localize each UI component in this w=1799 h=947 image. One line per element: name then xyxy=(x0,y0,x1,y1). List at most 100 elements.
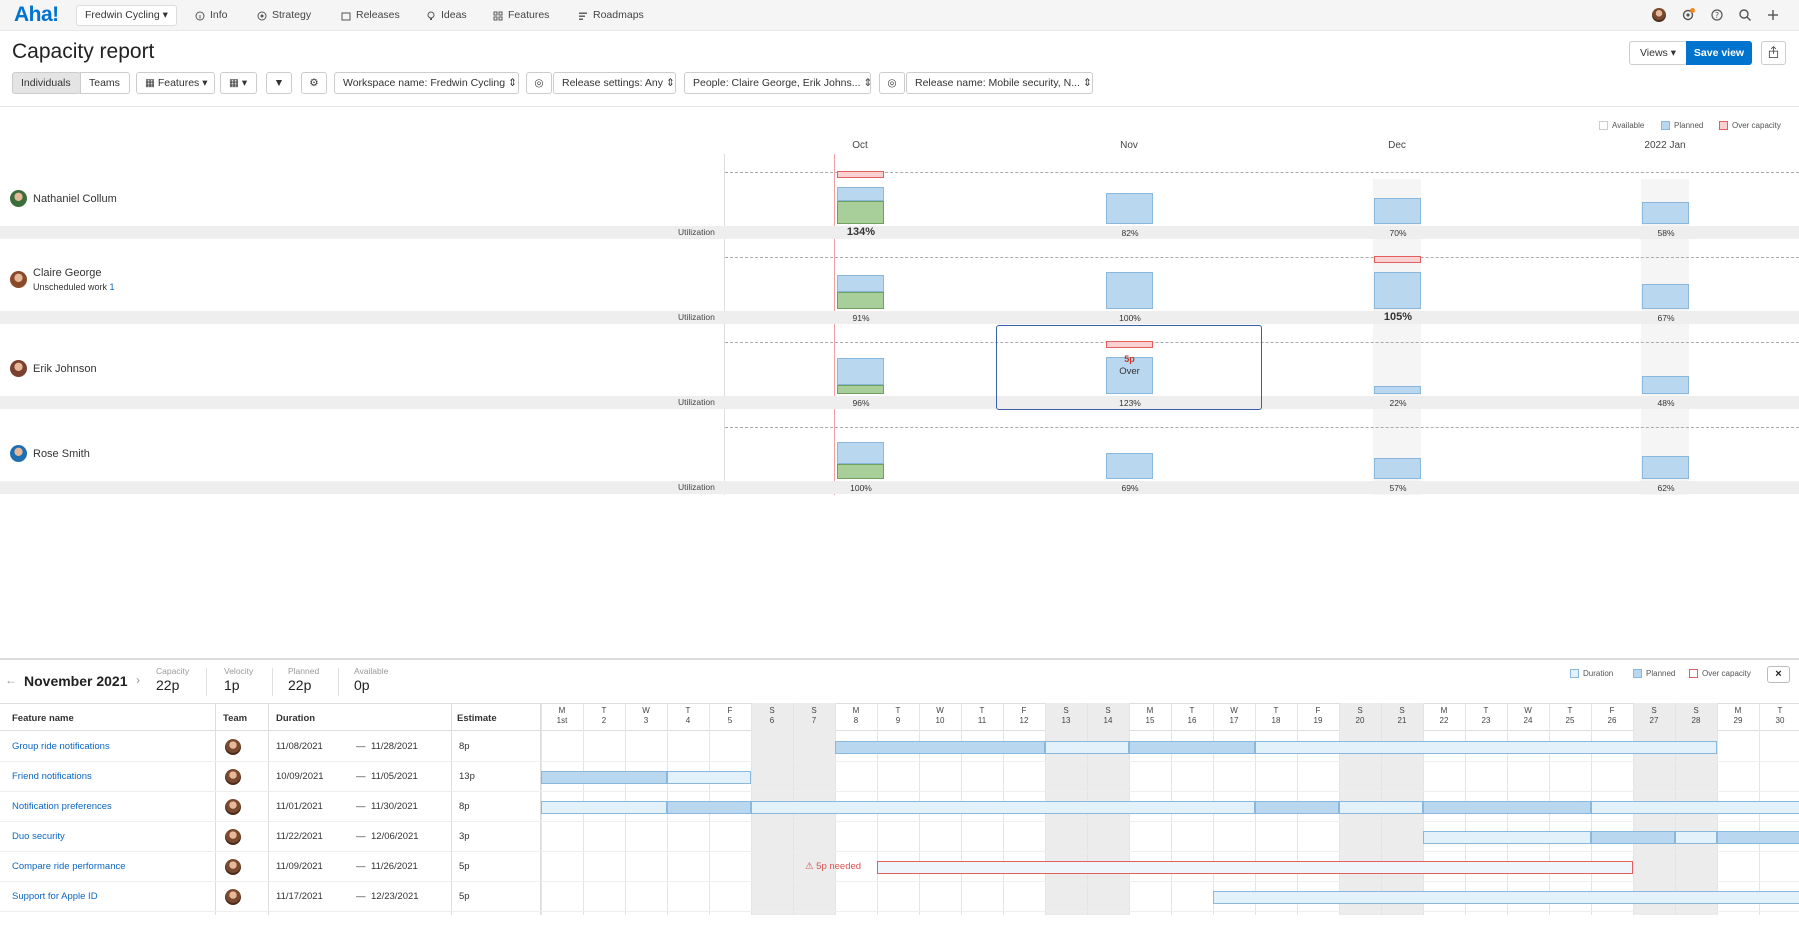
duration-segment[interactable] xyxy=(1255,741,1717,754)
search-icon[interactable] xyxy=(1738,8,1752,22)
planned-bar[interactable] xyxy=(1642,456,1689,479)
day-letter: F xyxy=(1315,706,1321,715)
settings-button[interactable]: ⚙ xyxy=(301,72,327,94)
filter-workspace[interactable]: Workspace name: Fredwin Cycling ⇕ xyxy=(334,72,519,94)
date-range-dropdown[interactable]: ▦ ▾ xyxy=(220,72,257,94)
feature-name-link[interactable]: Notification preferences xyxy=(12,801,112,812)
feature-name-link[interactable]: Group ride notifications xyxy=(12,741,110,752)
feature-name-link[interactable]: Friend notifications xyxy=(12,771,92,782)
next-month-arrow[interactable]: › xyxy=(136,673,140,687)
planned-bar[interactable] xyxy=(1642,202,1689,224)
planned-bar[interactable] xyxy=(1106,272,1153,309)
over-capacity-bar[interactable] xyxy=(1106,341,1153,348)
capacity-warning: ⚠ 5p needed xyxy=(805,861,862,872)
views-label: Views xyxy=(1639,47,1668,59)
over-capacity-highlight[interactable] xyxy=(996,325,1262,410)
planned-bar[interactable] xyxy=(837,442,884,464)
planned-segment[interactable] xyxy=(1423,801,1591,814)
planned-swatch xyxy=(1633,669,1642,678)
workspace-selector[interactable]: Fredwin Cycling ▾ xyxy=(76,5,177,26)
planned-segment[interactable] xyxy=(835,741,1045,754)
duration-segment[interactable] xyxy=(541,801,667,814)
day-letter: W xyxy=(1524,706,1532,715)
person-name[interactable]: Nathaniel Collum xyxy=(33,192,117,205)
planned-bar[interactable] xyxy=(1374,386,1421,394)
feature-name-link[interactable]: Compare ride performance xyxy=(12,861,126,872)
duration-segment[interactable] xyxy=(667,771,751,784)
planned-segment[interactable] xyxy=(667,801,751,814)
planned-bar[interactable] xyxy=(837,275,884,292)
avatar[interactable] xyxy=(10,445,27,462)
planned-bar[interactable] xyxy=(1374,458,1421,479)
filter-button[interactable]: ▼ xyxy=(266,72,292,94)
person-name[interactable]: Claire George xyxy=(33,267,102,279)
planned-bar[interactable] xyxy=(837,187,884,201)
planned-bar[interactable] xyxy=(1106,357,1153,394)
duration-segment[interactable] xyxy=(877,861,1633,874)
feature-name-link[interactable]: Duo security xyxy=(12,831,65,842)
unscheduled-work[interactable]: Unscheduled work 1 xyxy=(33,282,115,292)
filter-release-toggle[interactable]: ◎ xyxy=(526,72,552,94)
planned-bar[interactable] xyxy=(1374,272,1421,309)
planned-segment[interactable] xyxy=(541,771,667,784)
user-avatar[interactable] xyxy=(1652,8,1666,22)
duration-segment[interactable] xyxy=(1045,741,1129,754)
share-icon[interactable] xyxy=(1761,41,1786,65)
filter-people[interactable]: People: Claire George, Erik Johns... ⇕ xyxy=(684,72,871,94)
features-dropdown[interactable]: ▦ Features ▾ xyxy=(136,72,215,94)
completed-bar[interactable] xyxy=(837,201,884,224)
nav-strategy[interactable]: Strategy xyxy=(257,0,311,31)
person-name[interactable]: Rose Smith xyxy=(33,447,90,460)
planned-bar[interactable] xyxy=(837,358,884,385)
planned-bar[interactable] xyxy=(1106,193,1153,224)
completed-bar[interactable] xyxy=(837,385,884,394)
duration-segment[interactable] xyxy=(1675,831,1717,844)
planned-segment[interactable] xyxy=(1717,831,1799,844)
save-view-button[interactable]: Save view xyxy=(1686,41,1752,65)
legend-over-capacity-2: Over capacity xyxy=(1689,669,1751,678)
duration-segment[interactable] xyxy=(1339,801,1423,814)
nav-info[interactable]: Info xyxy=(195,0,228,31)
unscheduled-count[interactable]: 1 xyxy=(109,282,115,292)
filter-release-name-toggle[interactable]: ◎ xyxy=(879,72,905,94)
duration-segment[interactable] xyxy=(751,801,1255,814)
chart-left-border xyxy=(724,154,725,495)
teams-tab[interactable]: Teams xyxy=(80,72,130,94)
individuals-tab[interactable]: Individuals xyxy=(12,72,81,94)
planned-bar[interactable] xyxy=(1106,453,1153,479)
completed-bar[interactable] xyxy=(837,464,884,479)
over-capacity-bar[interactable] xyxy=(837,171,884,178)
avatar[interactable] xyxy=(10,360,27,377)
feature-name-link[interactable]: Support for Apple ID xyxy=(12,891,98,902)
planned-bar[interactable] xyxy=(1642,376,1689,394)
planned-segment[interactable] xyxy=(1255,801,1339,814)
planned-segment[interactable] xyxy=(1591,831,1675,844)
settings-icon[interactable] xyxy=(1681,8,1695,22)
views-dropdown[interactable]: Views ▾ xyxy=(1629,41,1687,65)
filter-release-settings[interactable]: Release settings: Any ⇕ xyxy=(553,72,676,94)
over-capacity-bar[interactable] xyxy=(1374,256,1421,263)
help-icon[interactable]: ? xyxy=(1710,8,1724,22)
planned-bar[interactable] xyxy=(1374,198,1421,224)
duration-segment[interactable] xyxy=(1213,891,1799,904)
planned-segment[interactable] xyxy=(1129,741,1255,754)
plus-icon[interactable] xyxy=(1766,8,1780,22)
legend-over-capacity-2-label: Over capacity xyxy=(1702,669,1751,678)
avatar[interactable] xyxy=(10,190,27,207)
completed-bar[interactable] xyxy=(837,292,884,309)
aha-logo[interactable]: Aha! xyxy=(14,3,59,26)
nav-releases[interactable]: Releases xyxy=(341,0,400,31)
filter-release-name[interactable]: Release name: Mobile security, N... ⇕ xyxy=(906,72,1093,94)
person-name[interactable]: Erik Johnson xyxy=(33,362,97,375)
duration-segment[interactable] xyxy=(1423,831,1591,844)
filter-icon: ▼ xyxy=(273,77,285,89)
prev-month-arrow[interactable]: ← xyxy=(5,673,17,687)
day-header: M 29 xyxy=(1717,706,1759,726)
nav-features[interactable]: Features xyxy=(493,0,549,31)
planned-bar[interactable] xyxy=(1642,284,1689,309)
nav-ideas[interactable]: Ideas xyxy=(426,0,467,31)
duration-segment[interactable] xyxy=(1591,801,1799,814)
nav-roadmaps[interactable]: Roadmaps xyxy=(578,0,644,31)
avatar[interactable] xyxy=(10,271,27,288)
close-icon[interactable]: × xyxy=(1767,666,1790,683)
